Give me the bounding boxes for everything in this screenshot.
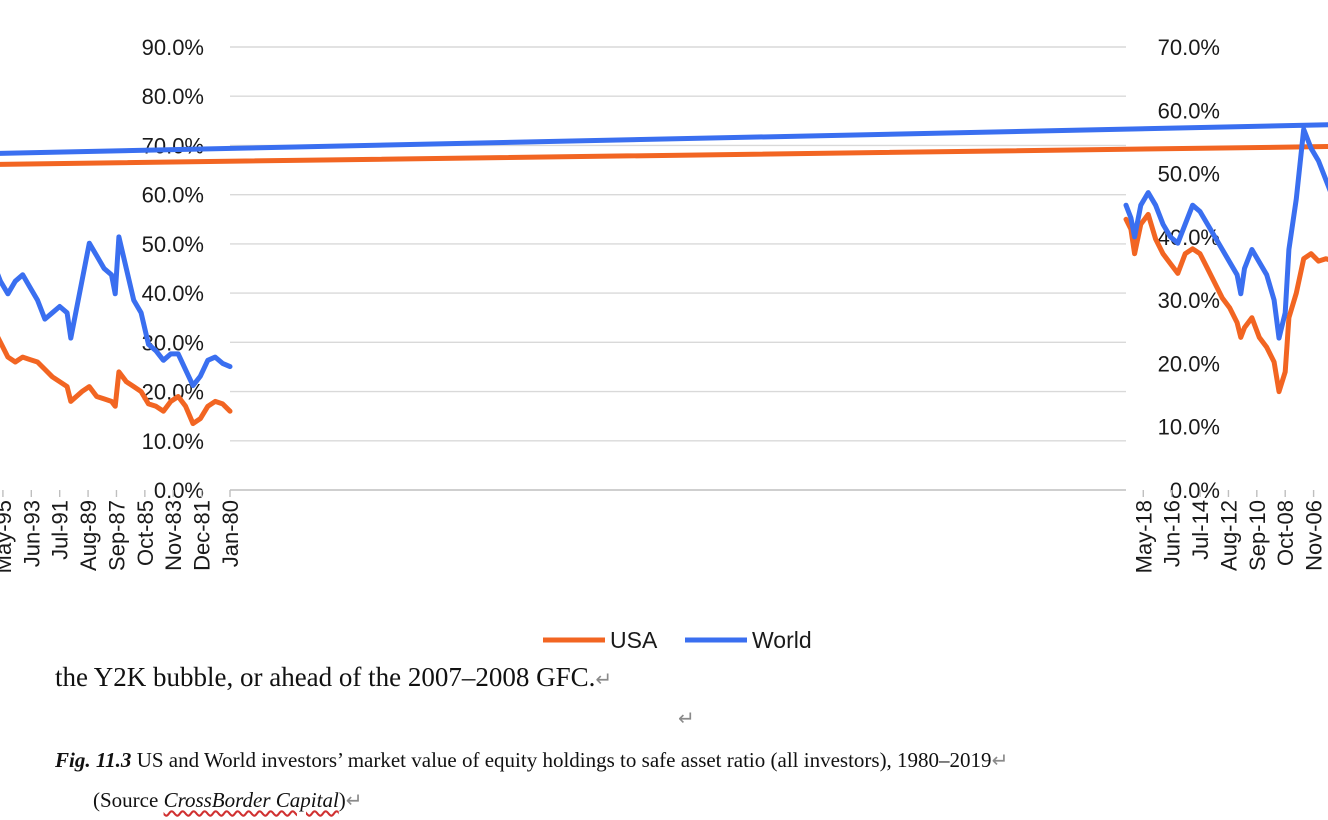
x-tick-label: Oct-08	[1273, 500, 1298, 566]
x-tick-label: Nov-83	[161, 500, 186, 571]
legend-label-world: World	[752, 627, 812, 653]
return-mark: ↵	[345, 790, 363, 812]
y-right-tick-label: 0.0%	[1170, 478, 1220, 503]
x-tick-label: Sep-87	[104, 500, 129, 571]
source-name: CrossBorder Capital	[163, 788, 339, 812]
paragraph-mark: ↵	[678, 708, 695, 730]
y-axis-left: 0.0%10.0%20.0%30.0%40.0%50.0%60.0%70.0%8…	[142, 35, 204, 503]
x-tick-label: Aug-89	[76, 500, 101, 571]
y-left-tick-label: 30.0%	[142, 330, 204, 355]
x-tick-label: May-95	[0, 500, 16, 573]
x-tick-label: Aug-12	[1216, 500, 1241, 571]
y-left-tick-label: 10.0%	[142, 429, 204, 454]
x-tick-label: Jul-91	[48, 500, 73, 560]
body-text-line: the Y2K bubble, or ahead of the 2007–200…	[55, 662, 613, 692]
figure-source: (Source CrossBorder Capital)↵	[93, 788, 363, 812]
line-chart: 0.0% 10.0% 20.0% 30.0% 40.0% 50.0% 60.0% 70.0% 8…	[0, 35, 1328, 653]
figure-caption: Fig. 11.3 US and World investors’ market…	[55, 748, 1008, 773]
x-tick-label: Jul-14	[1188, 500, 1213, 560]
caption-text: US and World investors’ market value of …	[131, 748, 992, 772]
x-tick-label: Nov-06	[1302, 500, 1327, 571]
y-right-tick-label: 20.0%	[1158, 351, 1220, 376]
y-axis-right: 0.0%10.0%20.0%30.0%40.0%50.0%60.0%70.0%	[1158, 35, 1220, 503]
y-left-tick-label: 90.0%	[142, 35, 204, 60]
legend-label-usa: USA	[610, 627, 658, 653]
x-tick-label: Jun-16	[1160, 500, 1185, 567]
y-left-tick-label: 60.0%	[142, 183, 204, 208]
y-right-tick-label: 30.0%	[1158, 288, 1220, 313]
return-mark: ↵	[595, 669, 613, 691]
gridlines	[230, 46, 1126, 491]
y-left-tick-label: 70.0%	[142, 133, 204, 158]
x-tick-label: Jan-80	[218, 500, 243, 567]
y-right-tick-label: 10.0%	[1158, 415, 1220, 440]
x-tick-label: Dec-81	[190, 500, 215, 571]
y-right-tick-label: 60.0%	[1158, 98, 1220, 123]
y-right-tick-label: 50.0%	[1158, 162, 1220, 187]
y-left-tick-label: 0.0%	[154, 478, 204, 503]
series-line-world	[0, 122, 1328, 389]
y-left-tick-label: 40.0%	[142, 281, 204, 306]
x-tick-label: Sep-10	[1245, 500, 1270, 571]
x-axis: Jan-80Dec-81Nov-83Oct-85Sep-87Aug-89Jul-…	[0, 490, 1327, 573]
x-tick-label: May-18	[1131, 500, 1156, 573]
y-right-tick-label: 70.0%	[1158, 35, 1220, 60]
x-tick-label: Oct-85	[133, 500, 158, 566]
y-left-tick-label: 80.0%	[142, 84, 204, 109]
figure-label: Fig. 11.3	[55, 748, 132, 772]
series-lines	[0, 122, 1328, 427]
return-mark: ↵	[991, 750, 1009, 772]
series-line-usa	[0, 144, 1328, 427]
x-tick-label: Jun-93	[19, 500, 44, 567]
y-left-tick-label: 50.0%	[142, 232, 204, 257]
legend: USA World	[543, 627, 812, 653]
